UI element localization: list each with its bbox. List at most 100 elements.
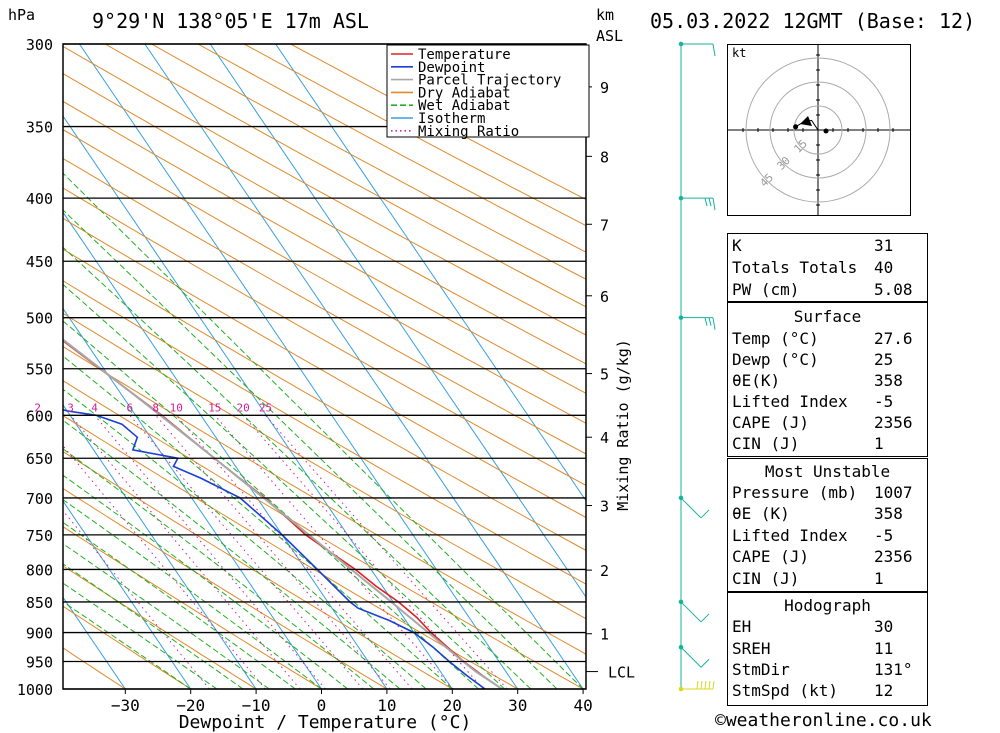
mixing-ratio-line [214,414,454,689]
hodograph-ring-label: 30 [774,154,793,173]
dry-adiabat-line [104,44,586,308]
dry-adiabat-line [63,45,586,336]
temperature-tick-label: 10 [377,696,396,715]
dry-adiabat-line [63,129,586,424]
mixing-ratio-axis-label: Mixing Ratio (g/kg) [614,339,632,511]
totals-totals-value: 40 [874,258,894,277]
mixing-ratio-value-label: 10 [170,401,183,414]
dry-adiabat-line [151,44,586,280]
stmspd-value: 12 [874,681,894,700]
dry-adiabat-line [197,44,586,253]
wet-adiabat-line [63,448,375,689]
wet-adiabat-line [63,582,218,689]
mu-cape-label: CAPE (J) [732,547,810,566]
pressure-tick-label: 900 [26,625,53,643]
legend-item: Dewpoint [418,60,485,76]
wind-barb-flag [704,317,708,326]
mixing-ratio-line [94,414,326,689]
wind-barb-flag [712,198,716,211]
wind-barb-flag [700,613,710,623]
surface-cin-label: CIN (J) [732,434,800,453]
surface-cape-label: CAPE (J) [732,413,810,432]
pressure-tick-label: 300 [26,36,53,54]
wind-barb-flag [708,317,712,326]
temperature-tick-label: 40 [573,696,592,715]
k-index-label: K [732,236,742,255]
isotherm-line [63,307,322,689]
dry-adiabat-line [63,157,586,455]
lcl-label: LCL [608,664,635,682]
wind-barb-flag [712,317,716,330]
temperature-tick-label: 0 [317,696,327,715]
pressure-tick-label: 800 [26,561,53,579]
pressure-tick-label: 400 [26,190,53,208]
mixing-ratio-value-label: 20 [236,401,249,414]
sreh-label: SREH [732,639,771,658]
dry-adiabat-line [63,415,518,689]
pressure-tick-label: 550 [26,361,53,379]
wind-barb-flag [708,197,712,207]
wet-adiabat-line [63,499,322,689]
legend-item: Isotherm [418,111,485,127]
isotherm-line [63,403,257,689]
pressure-tick-label: 750 [26,527,53,545]
surface-temp-label: Temp (°C) [732,329,819,348]
mixing-ratio-value-label: 4 [91,401,98,414]
temperature-tick-label: −20 [176,696,205,715]
temperature-tick-label: 20 [443,696,462,715]
mu-pressure-value: 1007 [874,483,913,502]
chart-frame [62,43,587,690]
eh-label: EH [732,617,752,636]
hodograph-ring [769,81,867,179]
surface-li-label: Lifted Index [732,392,848,411]
totals-totals-label: Totals Totals [732,258,858,277]
mu-li-label: Lifted Index [732,526,848,545]
pressure-tick-label: 850 [26,594,53,612]
km-tick-label: 3 [600,498,609,516]
surface-theta-label: θE(K) [732,371,781,390]
mu-cin-value: 1 [874,569,884,588]
pressure-tick-label: 500 [26,310,53,328]
km-tick-label: 2 [600,562,609,580]
pressure-tick-label: 650 [26,450,53,468]
mu-cape-value: 2356 [874,547,913,566]
hodograph-stats-title: Hodograph [784,596,871,615]
surface-theta-value: 358 [874,371,903,390]
isotherm-line [63,211,388,689]
pressure-tick-label: 350 [26,119,53,137]
dry-adiabat-line [63,280,586,585]
mu-cin-label: CIN (J) [732,569,800,588]
mu-theta-label: θE (K) [732,504,790,523]
km-tick-label: 6 [600,288,609,306]
hpa-unit-label: hPa [8,6,36,24]
copyright-footer[interactable]: ©weatheronline.co.uk [715,710,932,731]
wind-barb-flag [712,680,715,690]
wind-barb-shaft [680,601,702,623]
surface-li-value: -5 [874,392,894,411]
dry-adiabat-line [63,487,388,689]
surface-cape-value: 2356 [874,413,913,432]
pressure-tick-label: 450 [26,253,53,271]
km-tick-label: 5 [600,366,609,384]
wet-adiabat-line [63,172,584,689]
x-axis-title: Dewpoint / Temperature (°C) [179,712,472,733]
mixing-ratio-value-label: 25 [259,401,272,414]
hodograph-ring-label: 15 [791,137,810,156]
pressure-tick-label: 1000 [17,681,53,699]
pressure-tick-label: 600 [26,407,53,425]
hodograph-storm-dot [793,124,799,130]
legend-item: Dry Adiabat [418,85,511,101]
most-unstable-title: Most Unstable [764,462,891,481]
indices-panel: K 31 Totals Totals 40 PW (cm) 5.08 [727,233,928,302]
sreh-value: 11 [874,639,894,658]
mixing-ratio-line [129,414,364,689]
legend-item: Mixing Ratio [418,124,519,140]
eh-value: 30 [874,617,894,636]
mixing-ratio-value-label: 6 [126,401,133,414]
legend-item: Wet Adiabat [418,98,511,114]
isotherm-line [209,44,586,598]
dry-adiabat-line [63,100,586,394]
dry-adiabat-line [63,526,322,689]
wind-barb-flag [704,680,707,690]
